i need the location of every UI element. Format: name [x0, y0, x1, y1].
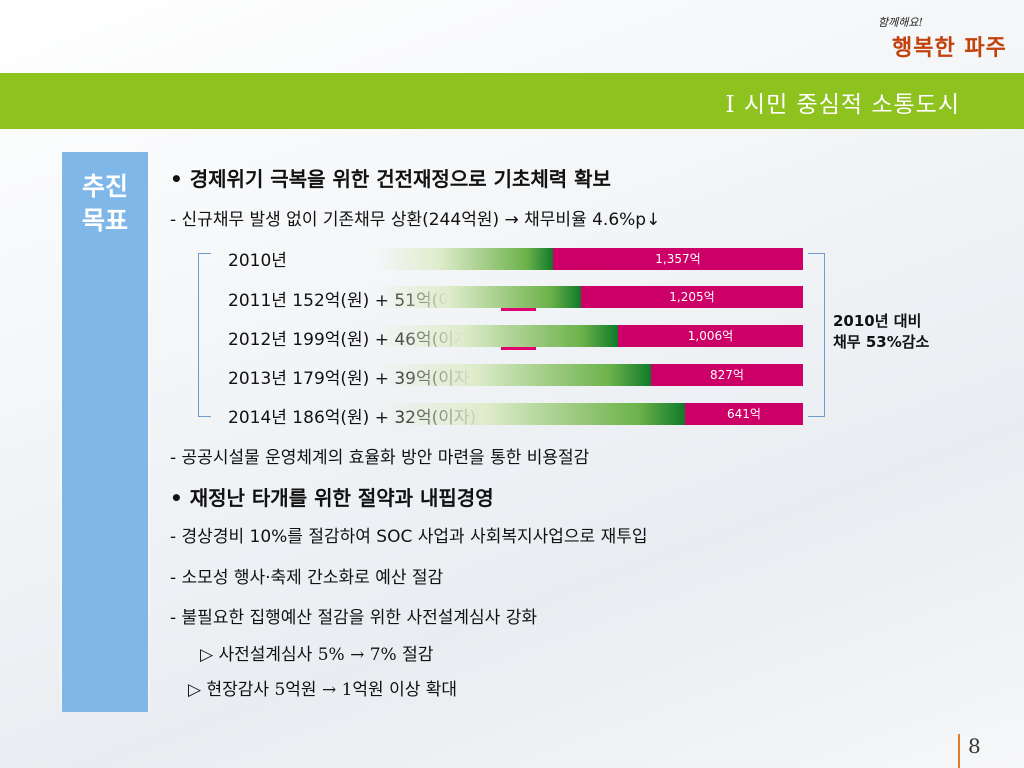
sub-item-6: ▷ 사전설계심사 5% → 7% 절감 [200, 645, 434, 665]
slide-title: Ⅰ 시민 중심적 소통도시 [725, 92, 960, 118]
bar-value-3: 827억 [651, 364, 803, 386]
bar-gradient-3 [378, 364, 651, 386]
side-tab-line2: 목표 [81, 206, 128, 235]
summary-line-2: 채무 53%감소 [833, 333, 930, 351]
bullet-heading-1: • 경제위기 극복을 위한 건전재정으로 기초체력 확보 [170, 167, 611, 191]
bar-gradient-0 [378, 248, 553, 270]
sub-item-3: - 경상경비 10%를 절감하여 SOC 사업과 사회복지사업으로 재투입 [170, 527, 648, 547]
bar-gradient-2 [378, 325, 618, 347]
bar-gradient-4 [378, 403, 685, 425]
bullet-heading-2: • 재정난 타개를 위한 절약과 내핍경영 [170, 486, 494, 510]
logo-tagline: 함께해요! [878, 16, 923, 29]
left-bracket [198, 253, 211, 417]
side-tab-label: 추진 목표 [62, 170, 148, 238]
bar-value-1: 1,205억 [581, 286, 803, 308]
summary-line-1: 2010년 대비 [833, 312, 922, 330]
right-bracket [808, 253, 825, 417]
sub-item-5: - 불필요한 집행예산 절감을 위한 사전설계심사 강화 [170, 608, 537, 628]
bar-value-0: 1,357억 [553, 248, 803, 270]
sub-item-1: - 신규채무 발생 없이 기존채무 상환(244억원) → 채무비율 4.6%p… [170, 210, 661, 230]
bar-value-4: 641억 [685, 403, 803, 425]
title-bar: Ⅰ 시민 중심적 소통도시 [0, 73, 1024, 129]
logo: 함께해요! 행복한 파주 [872, 14, 1012, 64]
logo-text: 행복한 파주 [892, 36, 1007, 61]
bar-value-2: 1,006억 [618, 325, 803, 347]
side-tab: 추진 목표 [62, 152, 148, 712]
sub-item-2: - 공공시설물 운영체계의 효율화 방안 마련을 통한 비용절감 [170, 448, 590, 468]
bar-gradient-1 [378, 286, 581, 308]
sub-item-4: - 소모성 행사·축제 간소화로 예산 절감 [170, 568, 444, 588]
sub-item-7: ▷ 현장감사 5억원 → 1억원 이상 확대 [188, 680, 458, 700]
side-tab-line1: 추진 [81, 172, 128, 201]
page-number: 8 [958, 734, 981, 768]
row-2010: 2010년 [228, 251, 287, 271]
debt-reduction-summary: 2010년 대비 채무 53%감소 [833, 311, 929, 353]
